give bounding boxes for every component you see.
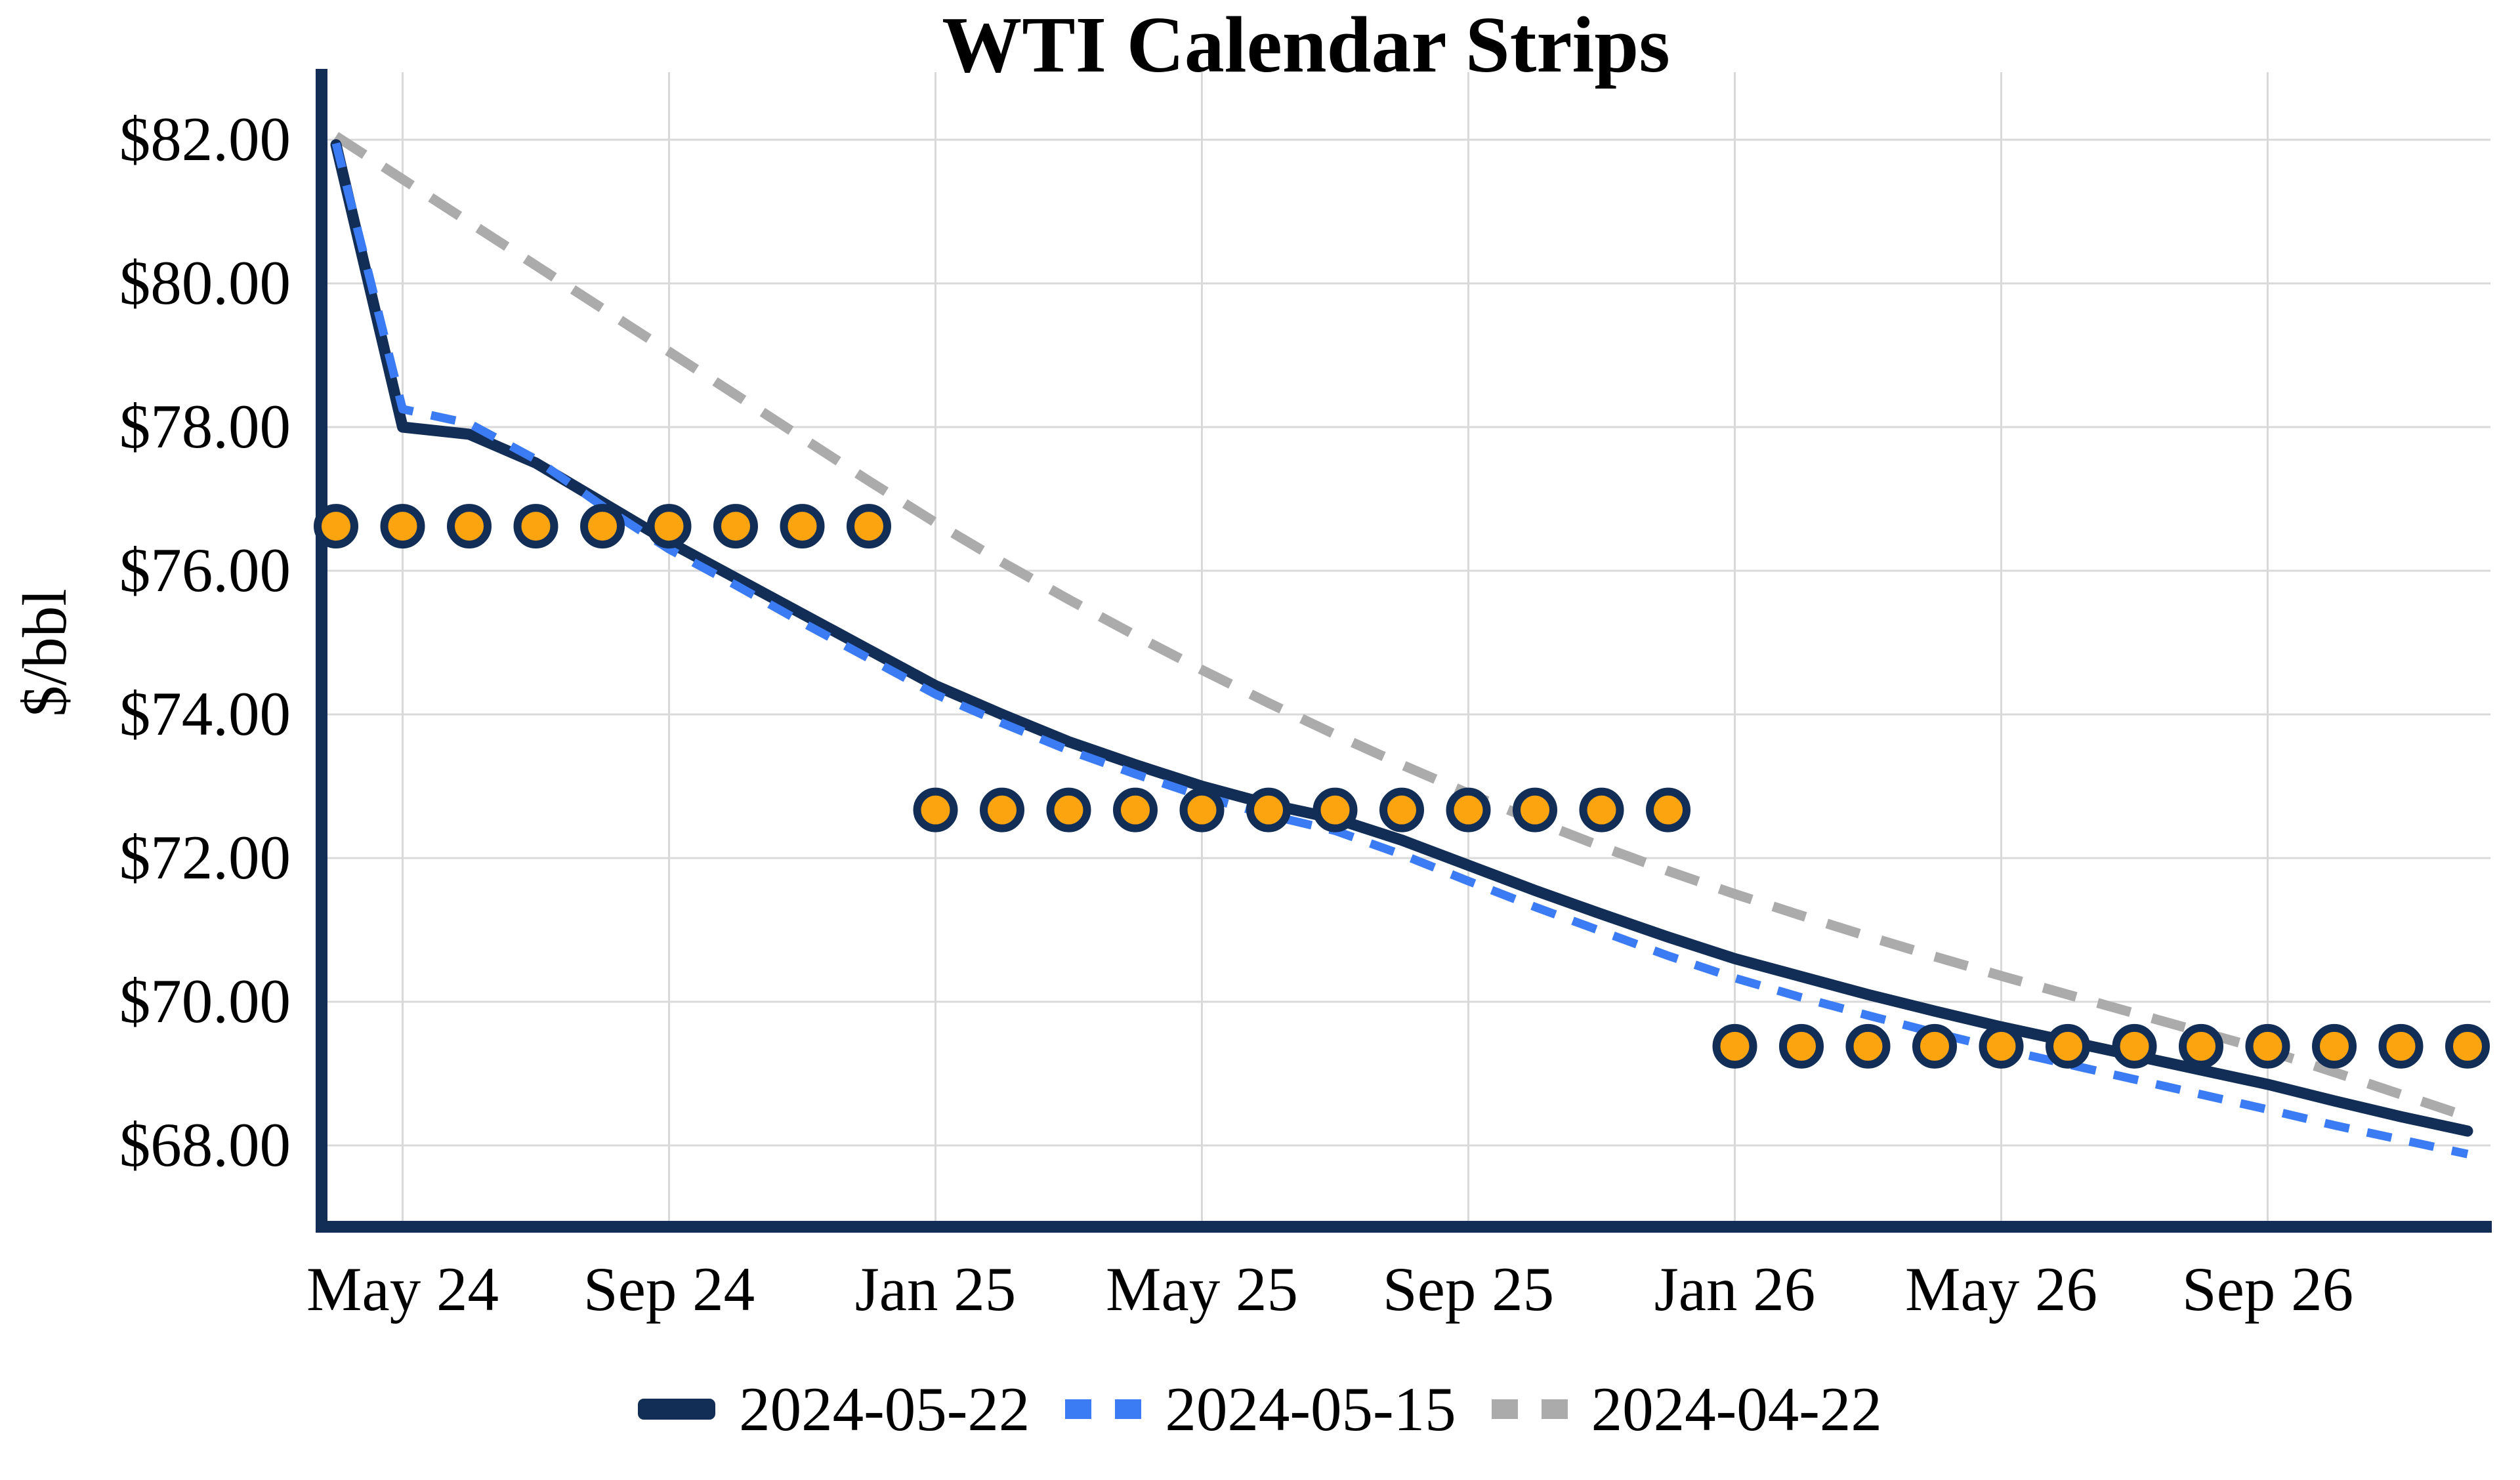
legend-item: 2024-05-15 bbox=[1064, 1378, 1456, 1441]
dashed-line-swatch bbox=[1065, 1399, 1142, 1419]
series-line-2024-05-22 bbox=[330, 139, 2473, 1137]
y-tick-label: $78.00 bbox=[119, 392, 291, 461]
calendar-strip-marker bbox=[980, 787, 1024, 832]
calendar-strip-marker bbox=[447, 504, 492, 549]
x-tick-label: Sep 26 bbox=[2181, 1254, 2354, 1324]
calendar-strip-marker bbox=[1912, 1023, 1957, 1069]
calendar-strip-marker bbox=[847, 504, 891, 549]
calendar-strip-marker bbox=[513, 504, 558, 549]
x-tick-label: Sep 25 bbox=[1382, 1254, 1555, 1324]
y-tick-label: $76.00 bbox=[119, 535, 291, 605]
calendar-strip-marker bbox=[380, 504, 425, 549]
calendar-strip-marker bbox=[1246, 787, 1291, 832]
y-tick-label: $82.00 bbox=[119, 104, 291, 174]
calendar-strip-marker bbox=[2445, 1023, 2490, 1069]
y-axis-line bbox=[316, 69, 327, 1233]
y-tick-label: $68.00 bbox=[119, 1110, 291, 1180]
y-tick-label: $74.00 bbox=[119, 679, 291, 749]
calendar-strip-marker bbox=[580, 504, 625, 549]
calendar-strip-marker bbox=[1779, 1023, 1824, 1069]
x-tick-label: May 25 bbox=[1106, 1254, 1298, 1324]
legend-label: 2024-05-15 bbox=[1165, 1374, 1456, 1444]
calendar-strip-marker bbox=[1113, 787, 1158, 832]
calendar-strip-marker bbox=[1046, 787, 1091, 832]
chart-legend: 2024-05-22 2024-05-15 2024-04-22 bbox=[0, 1370, 2520, 1449]
legend-label: 2024-05-22 bbox=[739, 1374, 1030, 1444]
calendar-strip-marker bbox=[2179, 1023, 2223, 1069]
series-line-2024-04-22 bbox=[333, 132, 2469, 1122]
legend-item: 2024-05-22 bbox=[638, 1378, 1030, 1441]
solid-line-swatch bbox=[638, 1399, 716, 1420]
y-tick-label: $80.00 bbox=[119, 248, 291, 318]
calendar-strip-marker bbox=[1646, 787, 1690, 832]
calendar-strip-marker bbox=[1712, 1023, 1757, 1069]
x-tick-label: May 24 bbox=[306, 1254, 499, 1324]
y-tick-label: $70.00 bbox=[119, 966, 291, 1036]
calendar-strip-marker bbox=[2046, 1023, 2090, 1069]
calendar-strip-marker bbox=[2245, 1023, 2290, 1069]
calendar-strip-marker bbox=[1379, 787, 1424, 832]
calendar-strip-marker bbox=[2112, 1023, 2157, 1069]
calendar-strip-marker bbox=[2378, 1023, 2424, 1069]
dashed-line-swatch bbox=[1491, 1399, 1568, 1419]
x-tick-label: Jan 25 bbox=[854, 1254, 1017, 1324]
calendar-strip-marker bbox=[780, 504, 825, 549]
x-tick-label: May 26 bbox=[1905, 1254, 2097, 1324]
legend-item: 2024-04-22 bbox=[1490, 1378, 1882, 1441]
x-tick-label: Jan 26 bbox=[1654, 1254, 1816, 1324]
calendar-strip-marker bbox=[2312, 1023, 2357, 1069]
calendar-strip-marker bbox=[913, 787, 958, 832]
calendar-strip-marker bbox=[1179, 787, 1225, 832]
calendar-strip-marker bbox=[1513, 787, 1557, 832]
calendar-strip-marker bbox=[314, 504, 358, 549]
calendar-strip-marker bbox=[1845, 1023, 1891, 1069]
x-tick-label: Sep 24 bbox=[583, 1254, 755, 1324]
calendar-strip-marker bbox=[1579, 787, 1624, 832]
calendar-strip-marker bbox=[1312, 787, 1358, 832]
calendar-strip-marker bbox=[1446, 787, 1491, 832]
y-tick-label: $72.00 bbox=[119, 823, 291, 892]
calendar-strip-marker bbox=[646, 504, 692, 549]
x-axis-line bbox=[316, 1221, 2492, 1233]
calendar-strip-marker bbox=[1979, 1023, 2024, 1069]
calendar-strip-marker bbox=[713, 504, 758, 549]
chart-title: WTI Calendar Strips bbox=[942, 1, 1670, 89]
legend-label: 2024-04-22 bbox=[1591, 1374, 1882, 1444]
